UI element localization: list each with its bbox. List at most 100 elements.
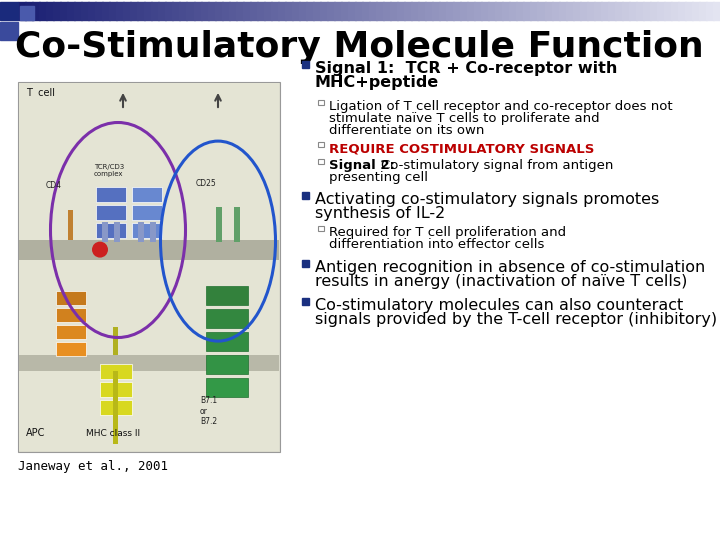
Bar xyxy=(144,2,153,20)
Bar xyxy=(19,355,279,370)
Bar xyxy=(138,2,145,20)
Bar xyxy=(397,2,405,20)
Bar xyxy=(629,2,636,20)
Bar xyxy=(334,2,342,20)
Bar xyxy=(390,2,398,20)
Bar xyxy=(318,141,323,147)
Bar xyxy=(439,2,447,20)
Bar xyxy=(587,2,595,20)
Bar xyxy=(327,2,335,20)
Bar xyxy=(32,2,40,20)
Bar xyxy=(151,2,159,20)
Bar xyxy=(132,222,162,238)
Bar xyxy=(67,2,75,20)
Bar xyxy=(566,2,574,20)
Bar xyxy=(123,2,131,20)
Bar xyxy=(383,2,391,20)
Bar xyxy=(243,2,251,20)
Bar xyxy=(278,2,286,20)
Bar xyxy=(516,2,524,20)
Bar xyxy=(256,2,265,20)
Bar xyxy=(664,2,672,20)
Bar xyxy=(186,2,194,20)
Bar xyxy=(376,2,384,20)
Bar xyxy=(18,2,26,20)
Bar xyxy=(229,2,237,20)
Bar xyxy=(621,2,630,20)
Text: TCR/CD3
complex: TCR/CD3 complex xyxy=(94,164,125,177)
Bar xyxy=(552,2,559,20)
Text: Antigen recognition in absence of co-stimulation: Antigen recognition in absence of co-sti… xyxy=(315,260,706,275)
Bar xyxy=(194,2,202,20)
Bar xyxy=(264,2,271,20)
Bar xyxy=(109,2,117,20)
Bar xyxy=(418,2,426,20)
Bar xyxy=(306,2,314,20)
Bar xyxy=(18,82,280,452)
Bar xyxy=(615,2,623,20)
Bar xyxy=(117,2,125,20)
Bar xyxy=(234,207,240,241)
Bar xyxy=(608,2,616,20)
Bar xyxy=(467,2,475,20)
Bar xyxy=(510,2,518,20)
Bar xyxy=(179,2,187,20)
Text: synthesis of IL-2: synthesis of IL-2 xyxy=(315,206,445,221)
Bar xyxy=(235,2,243,20)
Bar xyxy=(25,2,33,20)
Bar xyxy=(318,99,323,105)
Circle shape xyxy=(92,241,108,258)
Bar xyxy=(411,2,419,20)
Bar xyxy=(56,325,86,339)
Bar xyxy=(531,2,539,20)
Bar xyxy=(302,61,309,68)
Bar xyxy=(559,2,567,20)
Bar xyxy=(250,2,258,20)
Bar xyxy=(302,260,309,267)
Bar xyxy=(580,2,588,20)
Bar xyxy=(292,2,300,20)
Bar xyxy=(523,2,531,20)
Bar xyxy=(302,298,309,305)
Bar xyxy=(312,2,321,20)
Bar xyxy=(56,291,86,305)
Bar xyxy=(100,382,132,397)
Text: Co-stimulatory signal from antigen: Co-stimulatory signal from antigen xyxy=(381,159,613,172)
Bar xyxy=(19,83,279,451)
Bar xyxy=(318,159,323,164)
Bar xyxy=(348,2,356,20)
Bar xyxy=(96,187,126,201)
Text: CD25: CD25 xyxy=(196,179,217,187)
Text: differentiation into effector cells: differentiation into effector cells xyxy=(329,238,544,251)
Text: Activating co-stimulatory signals promotes: Activating co-stimulatory signals promot… xyxy=(315,192,660,207)
Bar xyxy=(699,2,707,20)
Bar xyxy=(206,377,248,396)
Bar xyxy=(271,2,279,20)
Bar xyxy=(158,2,166,20)
Bar xyxy=(355,2,363,20)
Text: Co-Stimulatory Molecule Function: Co-Stimulatory Molecule Function xyxy=(15,30,703,64)
Bar xyxy=(96,222,126,238)
Bar xyxy=(74,2,82,20)
Bar xyxy=(488,2,496,20)
Bar xyxy=(362,2,370,20)
Bar xyxy=(636,2,644,20)
Bar xyxy=(81,2,89,20)
Bar xyxy=(572,2,580,20)
Bar xyxy=(206,286,248,305)
Bar xyxy=(222,2,230,20)
Bar xyxy=(600,2,608,20)
Bar xyxy=(432,2,440,20)
Bar xyxy=(114,221,120,241)
Bar xyxy=(474,2,482,20)
Bar xyxy=(215,2,222,20)
Bar xyxy=(100,364,132,379)
Bar xyxy=(318,226,323,231)
Bar xyxy=(460,2,468,20)
Bar xyxy=(302,192,309,199)
Bar xyxy=(649,2,658,20)
Bar xyxy=(173,2,181,20)
Bar xyxy=(454,2,462,20)
Text: results in anergy (inactivation of naïve T cells): results in anergy (inactivation of naïve… xyxy=(315,274,688,289)
Bar xyxy=(0,22,18,40)
